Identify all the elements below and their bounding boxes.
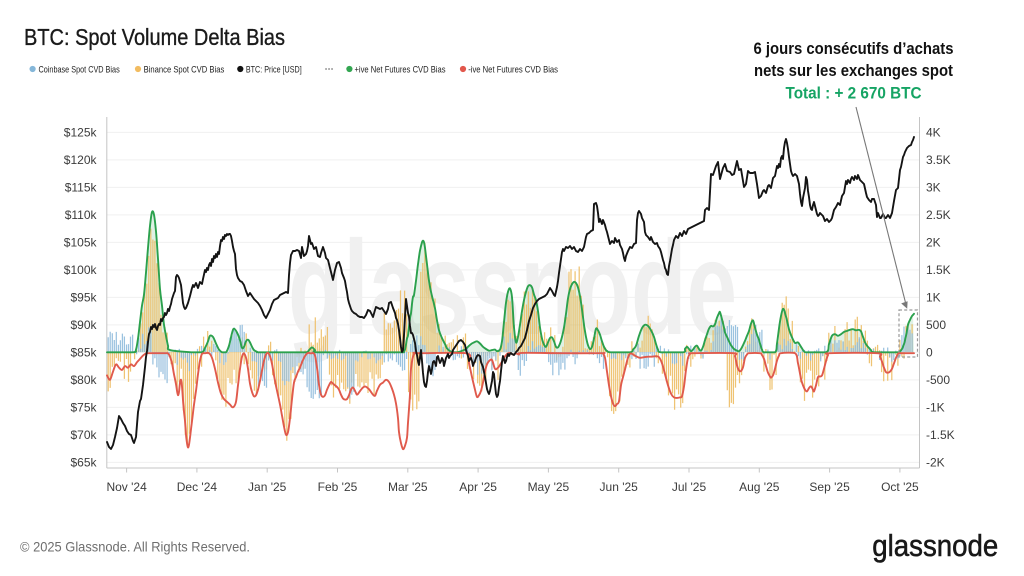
svg-text:1.5K: 1.5K	[926, 263, 951, 277]
svg-text:Dec '24: Dec '24	[177, 480, 218, 494]
svg-text:-ive Net Futures CVD Bias: -ive Net Futures CVD Bias	[468, 64, 558, 75]
svg-text:Jan '25: Jan '25	[248, 480, 287, 494]
svg-text:May '25: May '25	[528, 480, 570, 494]
svg-text:4K: 4K	[926, 126, 941, 140]
svg-text:$105k: $105k	[64, 235, 98, 249]
svg-text:$85k: $85k	[70, 345, 97, 359]
svg-text:Total : + 2 670 BTC: Total : + 2 670 BTC	[786, 84, 922, 103]
svg-text:-1.5K: -1.5K	[926, 428, 955, 442]
svg-text:© 2025 Glassnode. All Rights R: © 2025 Glassnode. All Rights Reserved.	[20, 539, 250, 555]
svg-text:3K: 3K	[926, 181, 941, 195]
svg-text:$100k: $100k	[64, 263, 98, 277]
svg-text:BTC: Price [USD]: BTC: Price [USD]	[246, 64, 302, 75]
svg-text:Apr '25: Apr '25	[459, 480, 497, 494]
svg-text:Binance Spot CVD Bias: Binance Spot CVD Bias	[144, 64, 225, 75]
svg-text:$95k: $95k	[70, 290, 97, 304]
svg-text:$90k: $90k	[70, 318, 97, 332]
svg-text:2.5K: 2.5K	[926, 208, 951, 222]
svg-text:Jun '25: Jun '25	[600, 480, 639, 494]
svg-text:$75k: $75k	[70, 400, 97, 414]
svg-text:Sep '25: Sep '25	[809, 480, 850, 494]
svg-text:$125k: $125k	[64, 125, 98, 139]
svg-text:Nov '24: Nov '24	[106, 480, 147, 494]
svg-text:$120k: $120k	[64, 153, 98, 167]
svg-text:nets sur les exchanges spot: nets sur les exchanges spot	[754, 61, 953, 80]
svg-text:0: 0	[926, 346, 933, 360]
svg-text:+ive Net Futures CVD Bias: +ive Net Futures CVD Bias	[355, 64, 446, 75]
svg-text:BTC: Spot Volume Delta Bias: BTC: Spot Volume Delta Bias	[24, 24, 285, 50]
svg-text:Coinbase Spot CVD Bias: Coinbase Spot CVD Bias	[39, 64, 120, 75]
svg-text:2K: 2K	[926, 236, 941, 250]
svg-text:$70k: $70k	[70, 428, 97, 442]
svg-text:Feb '25: Feb '25	[318, 480, 358, 494]
svg-text:glassnode: glassnode	[872, 528, 998, 563]
svg-text:500: 500	[926, 318, 946, 332]
svg-text:$115k: $115k	[65, 180, 98, 194]
svg-text:Mar '25: Mar '25	[388, 480, 428, 494]
svg-text:-2K: -2K	[926, 456, 945, 470]
svg-text:$110k: $110k	[65, 208, 98, 222]
svg-text:-1K: -1K	[926, 401, 945, 415]
svg-text:-500: -500	[926, 373, 950, 387]
svg-text:6 jours consécutifs d’achats: 6 jours consécutifs d’achats	[754, 39, 954, 58]
svg-text:Aug '25: Aug '25	[739, 480, 780, 494]
svg-text:$80k: $80k	[70, 373, 97, 387]
svg-text:3.5K: 3.5K	[926, 153, 951, 167]
svg-text:Jul '25: Jul '25	[672, 480, 707, 494]
svg-text:Oct '25: Oct '25	[881, 480, 919, 494]
svg-text:1K: 1K	[926, 291, 941, 305]
svg-text:$65k: $65k	[70, 455, 97, 469]
